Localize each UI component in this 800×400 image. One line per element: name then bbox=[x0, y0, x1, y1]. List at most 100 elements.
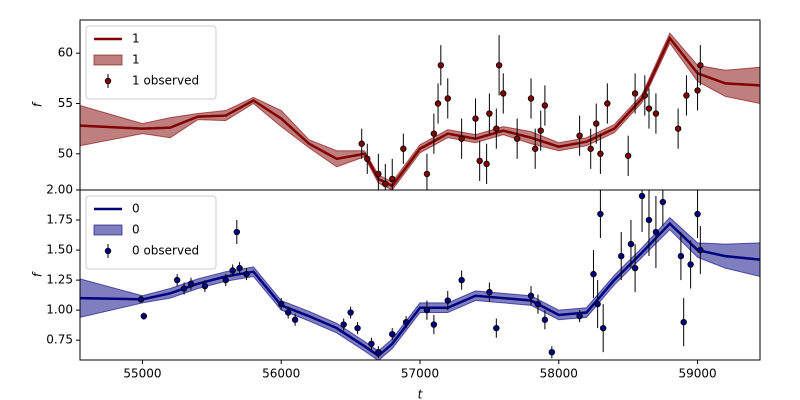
observed-point bbox=[527, 292, 535, 299]
observed-point bbox=[495, 62, 503, 69]
observed-point bbox=[683, 92, 690, 99]
observed-point bbox=[618, 252, 625, 260]
observed-point bbox=[340, 321, 347, 328]
observed-point bbox=[697, 246, 704, 254]
x-axis-label: t bbox=[418, 388, 424, 400]
observed-point bbox=[599, 324, 607, 332]
observed-point bbox=[423, 306, 431, 314]
observed-point bbox=[687, 261, 694, 268]
observed-point bbox=[527, 95, 535, 102]
observed-point bbox=[534, 300, 542, 308]
y-tick-label: 60 bbox=[58, 46, 73, 60]
observed-point bbox=[140, 312, 148, 320]
observed-point bbox=[444, 95, 451, 102]
legend-marker bbox=[104, 77, 112, 85]
observed-point bbox=[458, 135, 465, 142]
legend-box bbox=[85, 25, 217, 100]
observed-point bbox=[187, 280, 195, 287]
observed-point bbox=[483, 160, 490, 168]
observed-point bbox=[201, 282, 209, 290]
observed-point bbox=[590, 270, 597, 278]
observed-point bbox=[531, 145, 539, 152]
observed-point bbox=[576, 312, 583, 320]
observed-point bbox=[382, 180, 389, 188]
observed-point bbox=[638, 192, 646, 200]
legend-label: 0 bbox=[132, 202, 140, 216]
observed-point bbox=[652, 110, 660, 117]
y-tick-label: 2.00 bbox=[46, 183, 73, 197]
observed-point bbox=[364, 155, 371, 163]
x-tick-label: 56000 bbox=[262, 367, 300, 381]
observed-point bbox=[604, 100, 611, 107]
observed-point bbox=[576, 132, 583, 139]
observed-point bbox=[624, 152, 632, 159]
observed-point bbox=[400, 145, 407, 152]
observed-point bbox=[222, 276, 229, 284]
x-tick-label: 57000 bbox=[401, 367, 439, 381]
observed-point bbox=[677, 252, 685, 260]
observed-point bbox=[597, 210, 604, 218]
observed-point bbox=[537, 127, 544, 134]
observed-point bbox=[493, 125, 500, 132]
observed-point bbox=[548, 348, 556, 356]
observed-point bbox=[645, 105, 653, 112]
observed-point bbox=[375, 170, 382, 178]
observed-point bbox=[389, 330, 396, 338]
observed-point bbox=[291, 316, 299, 323]
observed-point bbox=[486, 288, 493, 296]
observed-point bbox=[486, 110, 493, 117]
observed-point bbox=[631, 90, 639, 97]
legend-label: 1 bbox=[132, 53, 140, 67]
observed-point bbox=[694, 87, 701, 94]
observed-point bbox=[437, 62, 445, 69]
legend-label: 1 observed bbox=[132, 74, 199, 88]
legend-label: 1 bbox=[132, 32, 140, 46]
observed-point bbox=[458, 276, 465, 284]
observed-point bbox=[652, 228, 660, 236]
observed-point bbox=[587, 145, 594, 152]
observed-point bbox=[500, 90, 507, 97]
y-axis-label: f bbox=[31, 101, 45, 107]
x-tick-label: 58000 bbox=[540, 367, 578, 381]
legend-box bbox=[85, 195, 217, 270]
observed-point bbox=[430, 130, 438, 137]
observed-point bbox=[423, 170, 431, 178]
observed-point bbox=[389, 175, 396, 183]
observed-point bbox=[173, 276, 181, 284]
observed-point bbox=[137, 296, 145, 303]
confidence-band bbox=[80, 32, 760, 190]
observed-point bbox=[631, 264, 639, 272]
observed-point bbox=[659, 198, 667, 206]
confidence-band bbox=[80, 216, 760, 360]
observed-point bbox=[541, 102, 549, 109]
observed-point bbox=[278, 300, 285, 308]
observed-point bbox=[233, 228, 241, 236]
observed-point bbox=[594, 300, 601, 308]
observed-point bbox=[513, 135, 521, 142]
observed-point bbox=[236, 264, 243, 272]
y-tick-label: 1.00 bbox=[46, 303, 73, 317]
observed-point bbox=[354, 324, 361, 332]
x-tick-label: 55000 bbox=[123, 367, 161, 381]
observed-point bbox=[430, 321, 438, 328]
observed-point bbox=[493, 324, 500, 332]
plot-area bbox=[80, 32, 760, 190]
legend-label: 0 bbox=[132, 223, 140, 237]
observed-point bbox=[627, 240, 635, 248]
observed-point bbox=[674, 125, 682, 132]
observed-point bbox=[680, 318, 687, 326]
observed-point bbox=[347, 309, 354, 316]
observed-point bbox=[472, 115, 479, 122]
x-tick-label: 59000 bbox=[678, 367, 716, 381]
observed-point bbox=[541, 316, 549, 323]
observed-point bbox=[697, 62, 704, 69]
observed-point bbox=[402, 318, 410, 326]
observed-point bbox=[375, 348, 382, 356]
y-tick-label: 1.75 bbox=[46, 213, 73, 227]
observed-point bbox=[229, 267, 236, 274]
observed-point bbox=[597, 150, 604, 157]
y-tick-label: 0.75 bbox=[46, 333, 73, 347]
observed-point bbox=[645, 216, 653, 224]
observed-point bbox=[243, 270, 250, 278]
